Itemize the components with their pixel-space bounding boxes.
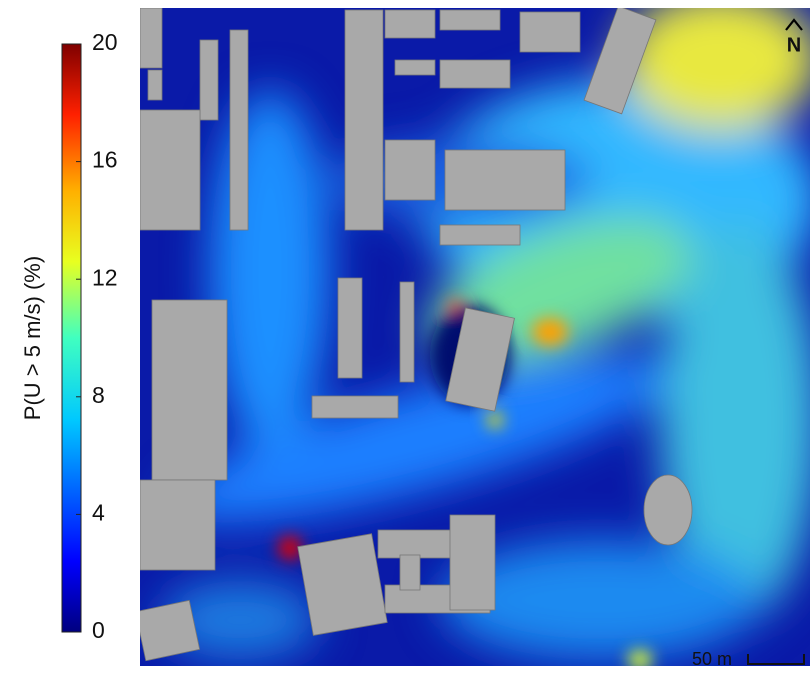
figure: P(U > 5 m/s) (%) N 50 m 0 4 8 12 16 20 xyxy=(0,0,810,674)
colorbar-tick-label: 20 xyxy=(92,29,118,55)
north-label: N xyxy=(787,34,801,56)
colorbar-tick-label: 16 xyxy=(92,147,118,173)
colorbar-tick-label: 8 xyxy=(92,382,105,408)
colorbar-label: P(U > 5 m/s) (%) xyxy=(20,256,45,420)
colorbar-tick-label: 0 xyxy=(92,617,105,643)
scale-label: 50 m xyxy=(692,649,732,669)
colorbar-tick-label: 12 xyxy=(92,264,118,290)
wind-field xyxy=(135,0,810,670)
colorbar xyxy=(62,44,81,632)
colorbar-tick-label: 4 xyxy=(92,499,105,525)
